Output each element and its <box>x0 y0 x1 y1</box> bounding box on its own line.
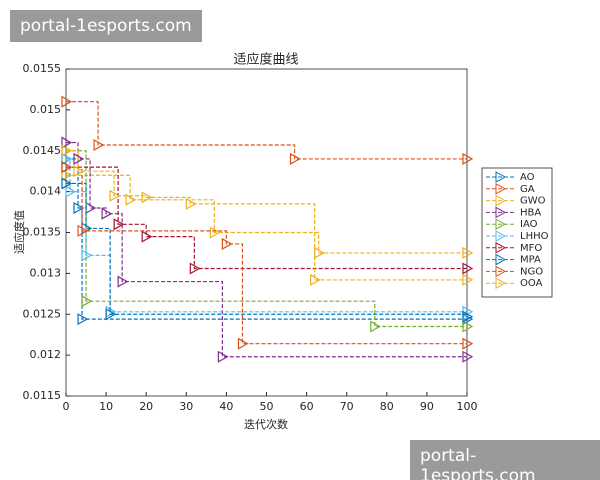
y-axis-label: 适应度值 <box>12 210 26 254</box>
marker <box>73 152 85 165</box>
series-line <box>66 150 467 281</box>
series-line <box>66 158 467 320</box>
marker <box>185 197 197 210</box>
x-tick-label: 90 <box>420 400 434 413</box>
x-axis-label: 迭代次数 <box>244 417 288 431</box>
marker <box>462 310 474 323</box>
legend-label: GA <box>520 184 535 195</box>
marker <box>462 152 474 165</box>
y-tick-label: 0.012 <box>30 348 62 361</box>
legend-label: OOA <box>520 278 543 289</box>
marker <box>221 237 233 250</box>
legend-marker <box>495 253 507 266</box>
legend-label: GWO <box>520 196 546 207</box>
marker <box>105 308 117 321</box>
marker <box>61 136 73 149</box>
series-line <box>66 166 467 345</box>
legend-label: NGO <box>520 266 543 277</box>
legend-marker <box>495 218 507 231</box>
series-line <box>66 101 467 160</box>
marker <box>113 218 125 231</box>
series-line <box>66 158 467 313</box>
marker <box>61 152 73 165</box>
legend-marker <box>495 206 507 219</box>
marker <box>141 230 153 243</box>
legend-box <box>481 167 553 298</box>
marker <box>77 313 89 326</box>
legend-label: AO <box>520 172 535 183</box>
y-tick-label: 0.0135 <box>23 226 62 239</box>
marker <box>101 207 113 220</box>
legend-marker <box>495 194 507 207</box>
x-tick-label: 50 <box>260 400 274 413</box>
x-tick-label: 60 <box>300 400 314 413</box>
chart-title: 适应度曲线 <box>233 52 298 68</box>
plot-frame <box>65 68 468 397</box>
x-tick-label: 40 <box>219 400 233 413</box>
marker <box>370 320 382 333</box>
marker <box>117 275 129 288</box>
watermark: portal-1esports.com <box>410 440 600 480</box>
marker <box>61 144 73 157</box>
marker <box>73 165 85 178</box>
marker <box>289 152 301 165</box>
marker <box>141 191 153 204</box>
marker <box>462 320 474 333</box>
y-tick-label: 0.0155 <box>23 62 62 75</box>
series-line <box>66 174 467 254</box>
marker <box>462 273 474 286</box>
x-tick-label: 20 <box>139 400 153 413</box>
y-tick-label: 0.0115 <box>23 389 62 402</box>
legend-marker <box>495 230 507 242</box>
series-line <box>66 150 467 328</box>
legend-marker <box>495 241 507 254</box>
marker <box>310 273 321 286</box>
legend-label: HBA <box>520 207 541 218</box>
legend-label: MPA <box>520 255 541 266</box>
marker <box>73 201 85 214</box>
marker <box>209 226 221 239</box>
marker <box>462 246 474 259</box>
marker <box>217 350 229 363</box>
marker <box>77 224 89 237</box>
legend-label: IAO <box>520 219 538 230</box>
marker <box>462 262 474 275</box>
y-tick-label: 0.0125 <box>23 307 62 320</box>
marker <box>81 295 93 308</box>
legend-marker <box>495 277 507 290</box>
marker <box>61 161 73 174</box>
x-tick-label: 80 <box>380 400 394 413</box>
watermark: portal-1esports.com <box>10 10 202 42</box>
y-tick-label: 0.015 <box>30 103 62 116</box>
marker <box>61 95 73 108</box>
marker <box>81 249 93 262</box>
marker <box>93 139 105 152</box>
legend-marker <box>495 265 507 278</box>
y-tick-label: 0.013 <box>30 266 62 279</box>
series-line <box>66 166 467 270</box>
x-tick-label: 10 <box>99 400 113 413</box>
marker <box>237 337 249 350</box>
marker <box>61 177 73 190</box>
x-tick-label: 100 <box>457 400 478 413</box>
x-tick-label: 0 <box>63 400 70 413</box>
y-tick-label: 0.0145 <box>23 144 62 157</box>
marker <box>189 262 201 275</box>
legend-label: MFO <box>520 243 542 254</box>
marker <box>65 185 77 198</box>
marker <box>61 169 73 182</box>
marker <box>462 337 474 350</box>
x-tick-label: 70 <box>340 400 354 413</box>
y-tick-label: 0.014 <box>30 185 62 198</box>
legend-label: LHHO <box>520 231 549 242</box>
marker <box>109 189 121 202</box>
marker <box>125 193 137 206</box>
legend-marker <box>495 182 507 195</box>
x-tick-label: 30 <box>179 400 193 413</box>
marker <box>462 350 474 363</box>
legend-marker <box>495 171 507 183</box>
